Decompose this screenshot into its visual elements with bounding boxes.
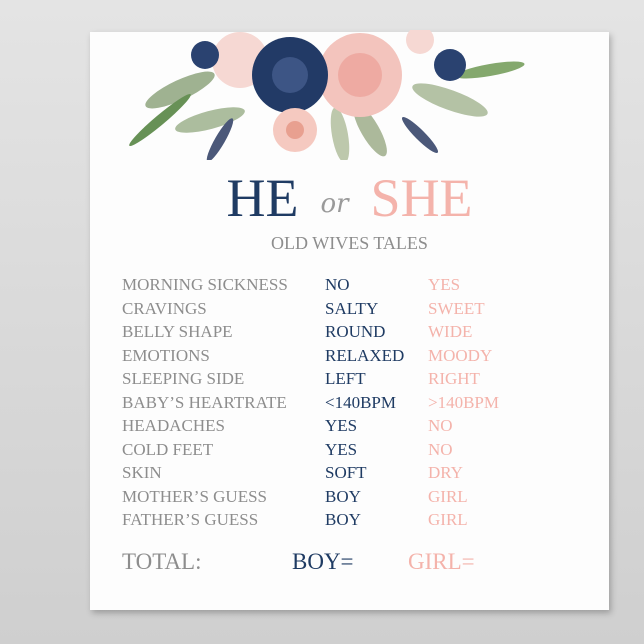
total-boy: BOY= [292,549,354,574]
he-value: BOY [325,486,361,506]
row-label: HEADACHES [122,416,225,435]
row-label: BELLY SHAPE [122,322,233,341]
title-or: or [320,188,349,219]
title-she: SHE [370,168,473,228]
poster: HE or SHE OLD WIVES TALES MORNING SICKNESS… [90,30,609,610]
row-label: MORNING SICKNESS [122,275,288,294]
he-value: ROUND [325,322,386,341]
he-value: RELAXED [325,345,405,365]
row-label: FATHER’S GUESS [122,510,259,529]
row-label: CRAVINGS [122,298,207,318]
he-value: LEFT [325,369,366,388]
she-value: MOODY [428,345,493,365]
she-value: >140BPM [428,392,499,412]
poster-title: HE or SHE [90,168,609,234]
she-value: GIRL [428,510,468,529]
he-value: NO [325,275,350,294]
he-value: <140BPM [325,392,396,412]
she-value: DRY [428,463,463,482]
she-value: NO [428,416,453,435]
total-girl: GIRL= [408,549,475,574]
he-value: BOY [325,510,361,529]
row-label: COLD FEET [122,439,214,459]
she-value: SWEET [428,298,485,318]
she-value: WIDE [428,322,473,341]
subtitle: OLD WIVES TALES [271,233,428,253]
she-value: RIGHT [428,369,480,388]
row-label: SKIN [122,463,162,482]
row-label: SLEEPING SIDE [122,369,245,388]
he-value: YES [325,439,358,459]
she-value: NO [428,439,453,459]
row-label: MOTHER’S GUESS [122,486,267,506]
he-value: SOFT [325,463,367,482]
floral-illustration [129,30,525,160]
row-label: EMOTIONS [122,345,210,365]
he-value: SALTY [325,298,379,318]
title-he: HE [226,168,299,228]
row-label: BABY’S HEARTRATE [122,392,287,412]
he-value: YES [325,416,358,435]
total-label: TOTAL: [122,549,202,574]
she-value: YES [428,275,461,294]
she-value: GIRL [428,486,468,506]
